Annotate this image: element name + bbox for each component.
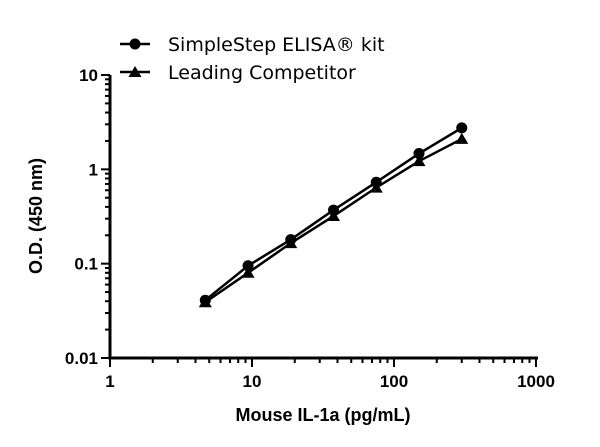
y-tick-label: 1 bbox=[89, 160, 98, 179]
legend-label: SimpleStep ELISA® kit bbox=[168, 34, 385, 56]
data-point-circle bbox=[456, 122, 468, 134]
data-point-circle bbox=[370, 176, 382, 188]
data-point-circle bbox=[285, 234, 297, 246]
x-tick-label: 10 bbox=[243, 372, 262, 391]
data-point-circle bbox=[199, 294, 211, 306]
legend: SimpleStep ELISA® kit Leading Competitor bbox=[120, 34, 385, 84]
tick-labels: 1 10 100 1000 0.01 0.1 1 10 bbox=[65, 66, 555, 391]
y-tick-label: 0.01 bbox=[65, 349, 98, 368]
series-triangle bbox=[198, 132, 469, 308]
marks bbox=[198, 122, 469, 308]
x-tick-label: 1 bbox=[105, 372, 114, 391]
legend-item: Leading Competitor bbox=[120, 62, 356, 84]
data-point-triangle bbox=[241, 266, 255, 278]
data-point-circle bbox=[413, 148, 425, 160]
data-point-circle bbox=[242, 260, 254, 272]
legend-item: SimpleStep ELISA® kit bbox=[120, 34, 385, 56]
x-tick-label: 100 bbox=[380, 372, 408, 391]
data-point-triangle bbox=[128, 66, 142, 77]
series-circle bbox=[199, 122, 468, 306]
y-axis-label: O.D. (450 nm) bbox=[26, 158, 46, 274]
data-point-circle bbox=[328, 204, 340, 216]
axes bbox=[101, 74, 538, 367]
y-tick-label: 0.1 bbox=[74, 255, 98, 274]
data-point-triangle bbox=[412, 155, 426, 167]
x-axis-label: Mouse IL-1a (pg/mL) bbox=[236, 405, 411, 425]
x-tick-label: 1000 bbox=[517, 372, 555, 391]
y-tick-label: 10 bbox=[79, 66, 98, 85]
data-point-triangle bbox=[455, 132, 469, 144]
data-point-circle bbox=[129, 38, 141, 50]
legend-label: Leading Competitor bbox=[168, 62, 356, 84]
